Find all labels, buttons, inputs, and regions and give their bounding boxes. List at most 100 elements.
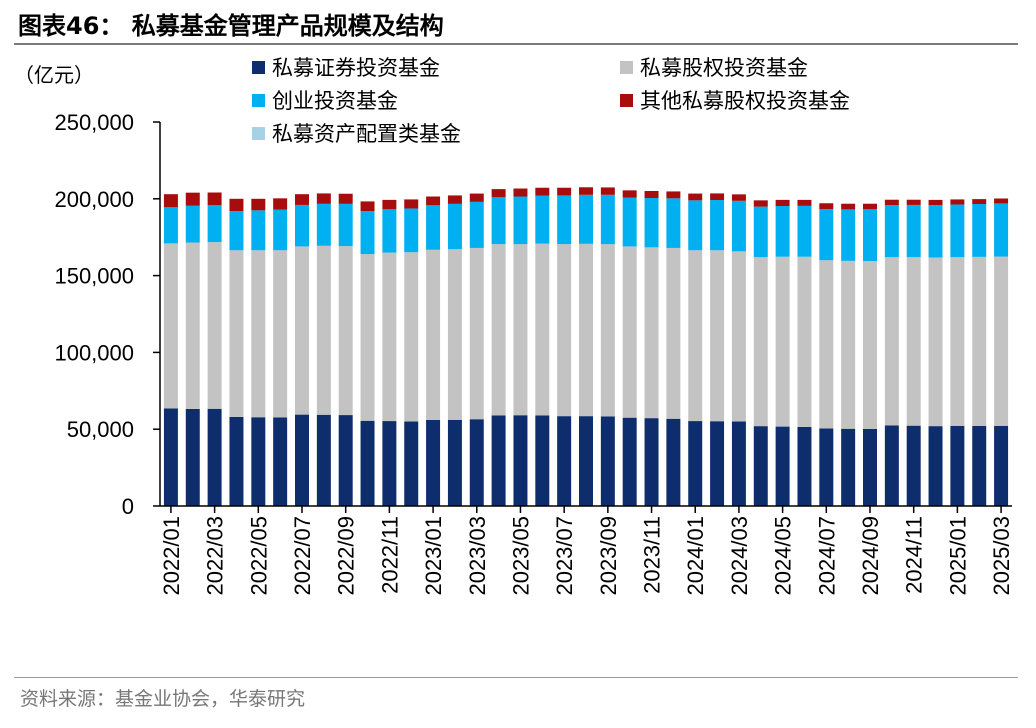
bar-segment-venture-2022-11 bbox=[382, 209, 397, 253]
x-tick-label: 2023/05 bbox=[509, 516, 534, 596]
x-tick-label: 2024/01 bbox=[683, 516, 708, 596]
bar-segment-other_equity-2023-10 bbox=[622, 190, 637, 198]
bar-segment-venture-2024-07 bbox=[819, 209, 834, 261]
bar-segment-equity-2023-03 bbox=[469, 247, 484, 420]
bar-segment-equity-2024-11 bbox=[906, 257, 921, 426]
source-note: 资料来源：基金业协会，华泰研究 bbox=[20, 688, 306, 710]
legend-swatch-asset_allocation bbox=[252, 127, 265, 140]
bar-segment-securities-2023-12 bbox=[666, 418, 681, 506]
bar-segment-securities-2025-03 bbox=[994, 425, 1009, 506]
y-tick-label: 0 bbox=[122, 494, 134, 519]
bar-segment-other_equity-2023-04 bbox=[491, 189, 506, 198]
bar-segment-securities-2023-10 bbox=[622, 417, 637, 506]
bar-segment-other_equity-2023-03 bbox=[469, 193, 484, 202]
bar-segment-equity-2024-06 bbox=[797, 256, 812, 427]
bar-segment-securities-2023-07 bbox=[557, 416, 572, 506]
bar-segment-securities-2024-04 bbox=[753, 426, 768, 506]
bar-segment-venture-2023-05 bbox=[513, 196, 528, 245]
bar-segment-equity-2024-07 bbox=[819, 260, 834, 429]
bar-segment-other_equity-2023-06 bbox=[535, 187, 550, 196]
bar-segment-other_equity-2023-01 bbox=[426, 196, 441, 206]
bar-segment-securities-2022-10 bbox=[360, 420, 375, 506]
x-tick-label: 2022/09 bbox=[334, 516, 359, 596]
bar-segment-securities-2025-02 bbox=[972, 425, 987, 506]
bar-segment-other_equity-2023-11 bbox=[644, 190, 659, 199]
legend-swatch-other_equity bbox=[620, 94, 633, 107]
bar-segment-equity-2022-12 bbox=[404, 252, 419, 422]
bar-segment-other_equity-2022-03 bbox=[207, 192, 222, 206]
bar-segment-other_equity-2023-08 bbox=[579, 187, 593, 195]
bar-segment-equity-2023-04 bbox=[491, 244, 506, 416]
legend-label-equity: 私募股权投资基金 bbox=[640, 56, 808, 80]
bar-segment-securities-2024-07 bbox=[819, 428, 834, 506]
bar-segment-venture-2022-05 bbox=[251, 210, 266, 251]
bar-segment-venture-2025-03 bbox=[994, 203, 1009, 257]
bar-segment-equity-2024-09 bbox=[863, 261, 877, 429]
bar-segment-venture-2024-01 bbox=[688, 200, 703, 251]
bar-segment-other_equity-2024-03 bbox=[731, 194, 746, 201]
bar-segment-equity-2024-08 bbox=[841, 260, 856, 429]
bar-segment-other_equity-2024-04 bbox=[753, 200, 768, 207]
figure-title: 图表46： 私募基金管理产品规模及结构 bbox=[18, 12, 444, 40]
bar-segment-other_equity-2022-07 bbox=[295, 194, 309, 205]
bar-segment-venture-2024-02 bbox=[710, 200, 725, 251]
bar-segment-equity-2024-02 bbox=[710, 250, 725, 422]
x-tick-label: 2023/11 bbox=[640, 516, 665, 594]
bar-segment-securities-2023-06 bbox=[535, 415, 550, 506]
bar-segment-equity-2023-05 bbox=[513, 244, 528, 416]
bar-segment-venture-2025-01 bbox=[950, 204, 965, 258]
bar-segment-equity-2022-03 bbox=[207, 242, 222, 409]
bar-segment-securities-2022-09 bbox=[338, 415, 353, 506]
bar-segment-securities-2024-12 bbox=[928, 426, 943, 506]
bar-segment-securities-2023-09 bbox=[600, 416, 615, 506]
bar-segment-securities-2024-03 bbox=[731, 421, 746, 506]
bar-segment-other_equity-2024-02 bbox=[710, 193, 725, 201]
bar-segment-equity-2023-09 bbox=[600, 244, 615, 417]
legend-label-asset_allocation: 私募资产配置类基金 bbox=[272, 122, 461, 146]
bar-segment-securities-2022-11 bbox=[382, 421, 397, 506]
y-tick-label: 50,000 bbox=[67, 417, 134, 442]
bar-segment-venture-2023-06 bbox=[535, 195, 550, 244]
bar-segment-venture-2024-09 bbox=[863, 209, 877, 261]
bar-segment-other_equity-2022-02 bbox=[185, 192, 200, 206]
bars-layer bbox=[163, 187, 1009, 506]
bar-segment-equity-2023-06 bbox=[535, 243, 550, 416]
bar-segment-securities-2022-02 bbox=[185, 408, 200, 506]
bar-segment-other_equity-2024-08 bbox=[841, 203, 856, 210]
bar-segment-equity-2024-05 bbox=[775, 256, 790, 427]
bar-segment-venture-2022-01 bbox=[163, 207, 178, 244]
bar-segment-other_equity-2024-12 bbox=[928, 199, 943, 206]
bar-segment-venture-2024-12 bbox=[928, 205, 943, 258]
bar-segment-venture-2024-11 bbox=[906, 204, 921, 258]
source-divider bbox=[14, 677, 1018, 678]
bar-segment-other_equity-2022-12 bbox=[404, 199, 419, 209]
bar-segment-equity-2022-09 bbox=[338, 246, 353, 416]
bar-segment-securities-2024-06 bbox=[797, 426, 812, 506]
bar-segment-securities-2023-08 bbox=[579, 416, 593, 506]
bar-segment-securities-2023-11 bbox=[644, 418, 659, 506]
bar-segment-equity-2025-02 bbox=[972, 256, 987, 426]
bar-segment-securities-2022-12 bbox=[404, 421, 419, 506]
bar-segment-equity-2023-01 bbox=[426, 249, 441, 420]
y-tick-label: 100,000 bbox=[54, 340, 134, 365]
bar-segment-venture-2022-09 bbox=[338, 203, 353, 247]
bar-segment-securities-2023-01 bbox=[426, 419, 441, 506]
bar-segment-other_equity-2024-06 bbox=[797, 199, 812, 206]
x-tick-label: 2022/07 bbox=[290, 516, 315, 596]
x-tick-label: 2025/03 bbox=[989, 516, 1014, 596]
bar-segment-other_equity-2023-02 bbox=[447, 195, 462, 204]
bar-segment-other_equity-2024-01 bbox=[688, 193, 703, 201]
bar-segment-equity-2024-12 bbox=[928, 257, 943, 427]
bar-segment-venture-2023-08 bbox=[579, 194, 593, 244]
bar-segment-other_equity-2022-08 bbox=[316, 193, 331, 204]
bar-segment-venture-2024-06 bbox=[797, 205, 812, 257]
bar-segment-securities-2022-07 bbox=[295, 414, 309, 506]
y-tick-label: 200,000 bbox=[54, 187, 134, 212]
bar-segment-other_equity-2022-11 bbox=[382, 199, 397, 210]
x-tick-label: 2023/07 bbox=[552, 516, 577, 596]
bar-segment-securities-2023-02 bbox=[447, 419, 462, 506]
bar-segment-equity-2023-12 bbox=[666, 247, 681, 419]
bar-segment-securities-2023-03 bbox=[469, 419, 484, 506]
bar-segment-equity-2024-04 bbox=[753, 257, 768, 427]
